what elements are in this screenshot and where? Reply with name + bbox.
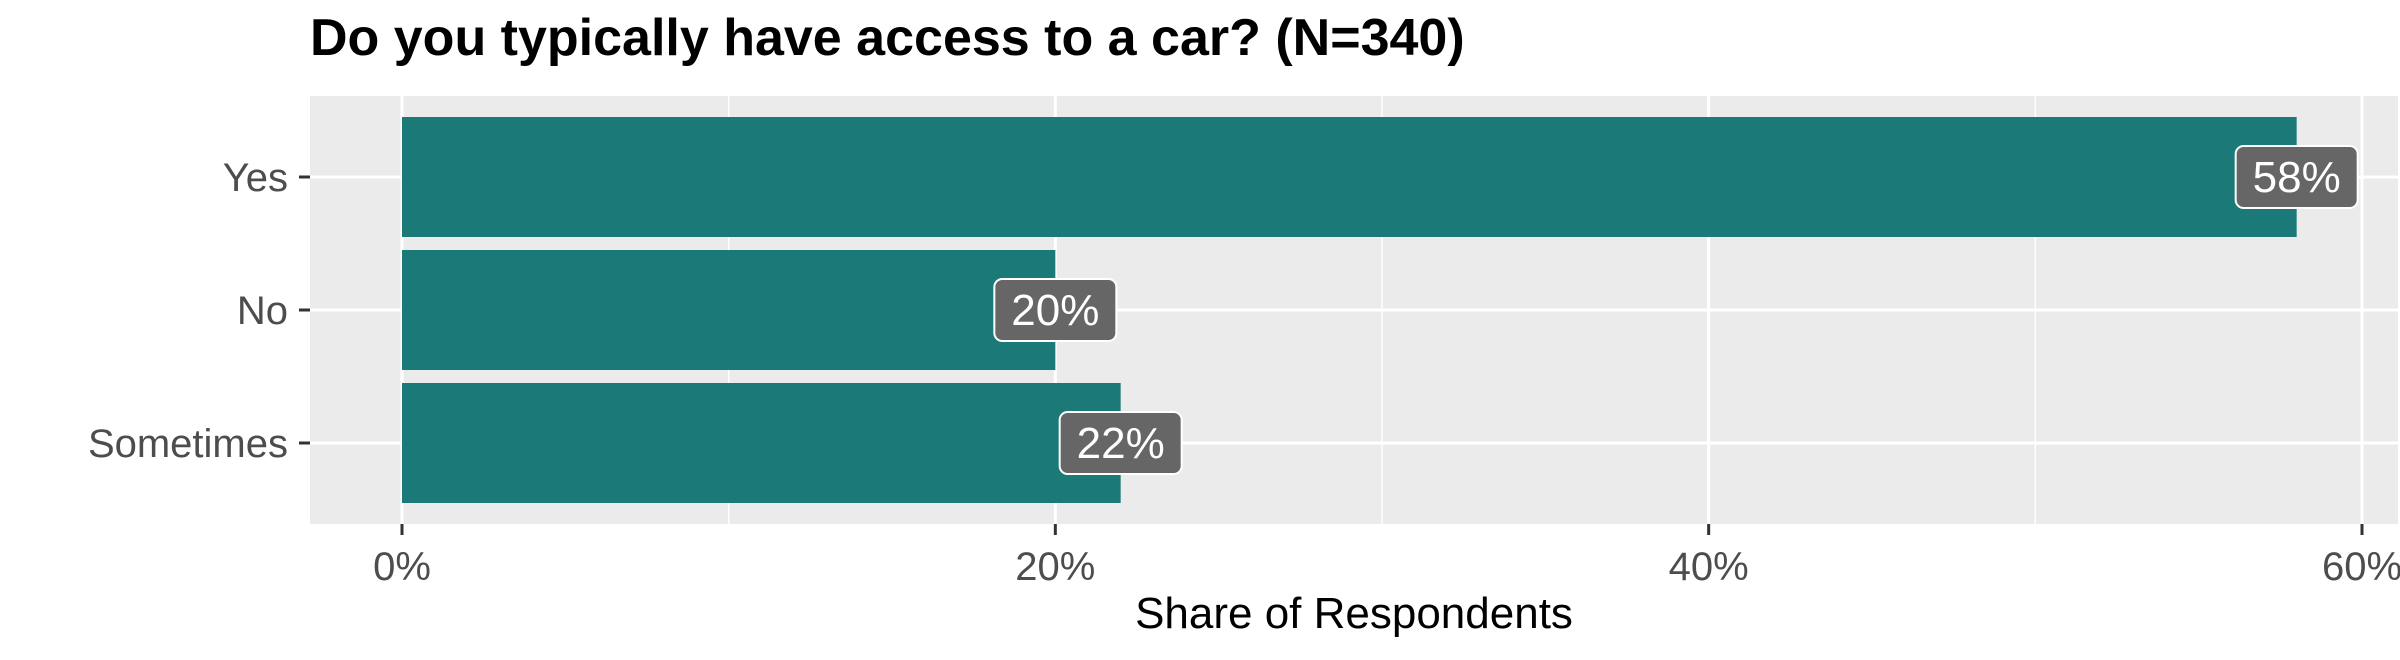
data-label-box: [993, 278, 1118, 342]
data-label-yes: 58%: [2234, 145, 2359, 209]
data-label-text: 58%: [2253, 153, 2341, 202]
x-axis: 0% 20% 40% 60%: [373, 524, 2400, 589]
data-label-box: [1058, 411, 1183, 475]
data-labels: 58% 20% 22%: [993, 145, 2359, 475]
x-axis-title: Share of Respondents: [1135, 589, 1573, 638]
x-tick-label: 20%: [1015, 545, 1095, 589]
data-label-text: 22%: [1077, 419, 1165, 468]
bars: [402, 117, 2297, 503]
x-tick-label: 0%: [373, 545, 431, 589]
data-label-text: 20%: [1011, 286, 1099, 335]
data-label-no: 20%: [993, 278, 1118, 342]
y-tick-label: Yes: [223, 156, 288, 200]
chart-title: Do you typically have access to a car? (…: [310, 9, 1465, 67]
x-tick-label: 40%: [1669, 545, 1749, 589]
y-axis: Yes No Sometimes: [88, 156, 310, 466]
y-tick-label: Sometimes: [88, 422, 288, 466]
bar-no: [402, 250, 1056, 370]
data-label-box: [2234, 145, 2359, 209]
x-tick-label: 60%: [2322, 545, 2400, 589]
y-tick-label: No: [237, 289, 288, 333]
data-label-sometimes: 22%: [1058, 411, 1183, 475]
bar-sometimes: [402, 383, 1121, 503]
bar-yes: [402, 117, 2297, 237]
